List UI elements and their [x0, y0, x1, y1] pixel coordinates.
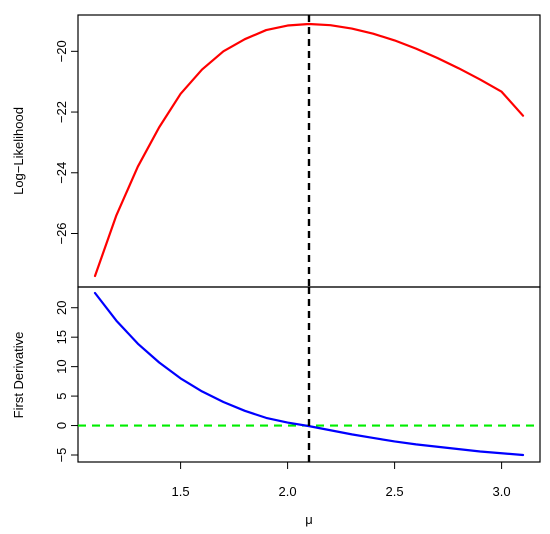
top-y-ticks: −26 −24 −22 −20 — [54, 40, 78, 245]
y-tick-label: 20 — [54, 300, 69, 314]
y-tick-label: 10 — [54, 359, 69, 373]
y-tick-label: −5 — [54, 448, 69, 463]
series-line — [93, 22, 525, 278]
y-tick-label: −22 — [54, 101, 69, 123]
y-tick-label: 5 — [54, 392, 69, 399]
y-tick-label: −20 — [54, 40, 69, 62]
x-axis-title: μ — [305, 512, 313, 527]
x-tick-label: 3.0 — [493, 484, 511, 499]
bottom-y-ticks: −5 0 5 10 15 20 — [54, 300, 78, 462]
y-tick-label: −24 — [54, 162, 69, 184]
x-tick-label: 1.5 — [172, 484, 190, 499]
x-tick-label: 2.0 — [279, 484, 297, 499]
bottom-x-ticks: 1.5 2.0 2.5 3.0 — [172, 462, 511, 499]
bottom-plot-area — [78, 287, 540, 462]
top-panel: −26 −24 −22 −20 Log−Likelihood — [11, 14, 541, 288]
y-tick-label: 0 — [54, 422, 69, 429]
series-line — [93, 291, 525, 457]
y-tick-label: 15 — [54, 330, 69, 344]
bottom-panel: −5 0 5 10 15 20 1.5 2.0 2.5 3.0 First Derivative… — [11, 286, 541, 527]
top-y-axis-title: Log−Likelihood — [11, 107, 26, 195]
x-tick-label: 2.5 — [386, 484, 404, 499]
top-plot-area — [93, 15, 525, 287]
y-tick-label: −26 — [54, 222, 69, 244]
bottom-y-axis-title: First Derivative — [11, 332, 26, 419]
